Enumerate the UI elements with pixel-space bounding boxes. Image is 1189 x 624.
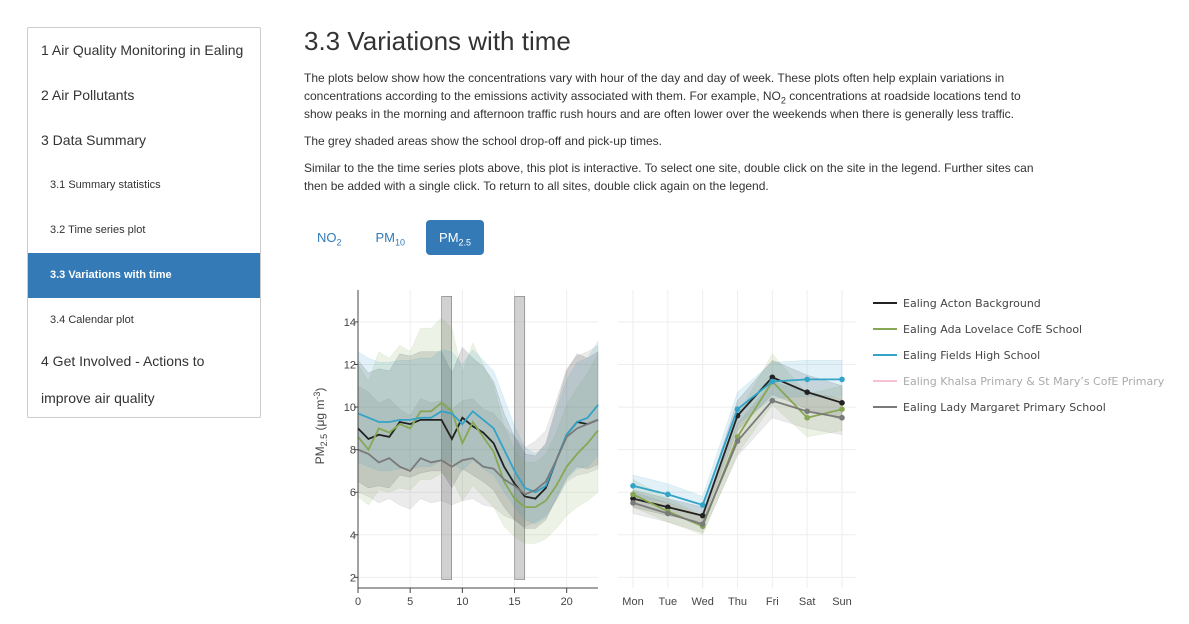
weekday-point [665, 491, 671, 498]
weekday-point [804, 376, 810, 383]
weekday-tick-label: Thu [728, 596, 747, 608]
weekday-point [839, 406, 845, 412]
hour-series-line [357, 401, 599, 509]
weekday-tick-label: Mon [622, 596, 643, 608]
tab-pm25[interactable]: PM2.5 [426, 220, 485, 255]
shading-note: The grey shaded areas show the school dr… [304, 134, 662, 148]
x-tick-label: 10 [456, 596, 468, 608]
hour-series-line [357, 419, 599, 496]
legend-item[interactable]: Ealing Fields High School [873, 349, 1040, 362]
weekday-point [630, 491, 636, 498]
y-tick-label: 6 [350, 487, 356, 499]
hour-ci-band [357, 344, 599, 527]
weekday-point [665, 510, 671, 517]
weekday-point [699, 502, 706, 508]
weekday-point [769, 378, 776, 385]
legend-item[interactable]: Ealing Khalsa Primary & St Mary’s CofE P… [873, 375, 1165, 388]
y-tick-label: 8 [350, 445, 356, 457]
legend-label: Ealing Acton Background [903, 297, 1041, 310]
weekday-tick-label: Tue [659, 596, 678, 608]
weekday-point [699, 521, 706, 527]
toc-item[interactable]: 3.3 Variations with time [28, 253, 260, 298]
interactivity-note: Similar to the the time series plots abo… [304, 161, 1034, 193]
weekday-point [769, 397, 776, 404]
variation-chart[interactable]: 2 4 6 8 10 12 14 0 5 10 15 20 Mon Tue Wed Thu Fri Sat Sun P… [300, 280, 1189, 620]
legend-label: Ealing Fields High School [903, 349, 1040, 362]
tab-no2[interactable]: NO2 [317, 230, 342, 248]
x-tick-label: 5 [407, 596, 413, 608]
intro-paragraph: The plots below show how the concentrati… [304, 71, 1021, 121]
y-tick-label: 4 [350, 530, 356, 542]
legend-label: Ealing Lady Margaret Primary School [903, 401, 1106, 414]
weekday-point [734, 438, 741, 444]
table-of-contents: 1 Air Quality Monitoring in Ealing 2 Air … [27, 27, 261, 418]
weekday-point [804, 389, 810, 395]
y-tick-label: 10 [344, 402, 356, 414]
weekday-point [699, 512, 706, 519]
weekday-tick-label: Fri [766, 596, 779, 608]
weekday-point [839, 400, 845, 406]
y-tick-label: 12 [344, 360, 356, 372]
weekday-point [839, 414, 845, 421]
weekday-tick-label: Wed [691, 596, 713, 608]
toc-item[interactable]: 1 Air Quality Monitoring in Ealing [41, 42, 244, 58]
x-tick-label: 15 [508, 596, 520, 608]
weekday-tick-label: Sun [832, 596, 852, 608]
weekday-point [734, 406, 741, 412]
weekday-point [804, 408, 810, 415]
weekday-point [665, 504, 671, 510]
toc-item[interactable]: 3.1 Summary statistics [50, 179, 161, 191]
toc-item[interactable]: 3.2 Time series plot [50, 224, 146, 236]
weekday-point [804, 414, 810, 421]
toc-item[interactable]: 3 Data Summary [41, 132, 147, 148]
school-time-band [514, 296, 526, 580]
weekday-point [630, 483, 636, 489]
legend-item[interactable]: Ealing Ada Lovelace CofE School [873, 323, 1082, 336]
tab-pm10[interactable]: PM10 [375, 230, 406, 248]
main-content: 3.3 Variations with time The plots below… [304, 26, 1034, 204]
toc-item[interactable]: 3.4 Calendar plot [50, 314, 134, 326]
x-tick-label: 20 [561, 596, 573, 608]
pollutant-tabs: NO2 PM10 PM2.5 [304, 220, 485, 255]
legend-label: Ealing Khalsa Primary & St Mary’s CofE P… [903, 375, 1165, 388]
weekday-ci-band [632, 359, 843, 514]
toc-item[interactable]: 4 Get Involved - Actions to improve air … [41, 353, 205, 406]
weekday-point [839, 376, 845, 383]
weekday-point [769, 374, 776, 381]
y-tick-label: 2 [350, 572, 356, 584]
weekday-point [630, 500, 636, 506]
weekday-tick-label: Sat [799, 596, 816, 608]
weekday-point [630, 495, 636, 502]
y-tick-label: 14 [344, 317, 356, 329]
legend-item[interactable]: Ealing Lady Margaret Primary School [873, 401, 1106, 414]
page-title: 3.3 Variations with time [304, 26, 571, 56]
legend-label: Ealing Ada Lovelace CofE School [903, 323, 1082, 336]
hour-ci-band [357, 347, 599, 529]
weekday-ci-band [632, 381, 843, 533]
hour-ci-band [357, 340, 599, 525]
y-axis-label: PM2.5 (μg m-3) [312, 388, 329, 465]
toc-item[interactable]: 2 Air Pollutants [41, 87, 135, 103]
legend-item[interactable]: Ealing Acton Background [873, 297, 1041, 310]
x-tick-label: 0 [355, 596, 361, 608]
